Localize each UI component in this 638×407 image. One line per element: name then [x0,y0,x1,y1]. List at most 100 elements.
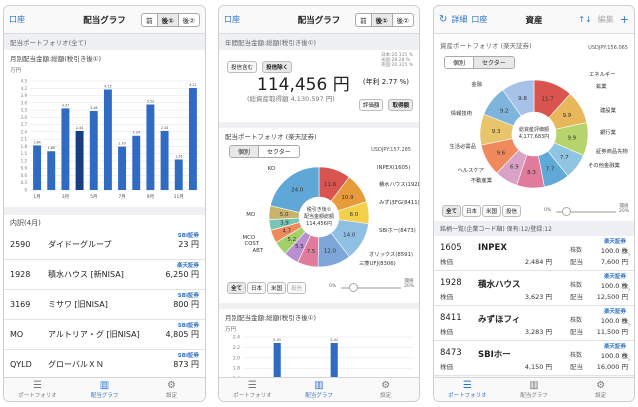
mode-individual[interactable]: 個別 [230,146,259,157]
mode-individual[interactable]: 個別 [453,60,466,67]
tab-portfolio[interactable]: ☰ ポートフォリオ [448,379,487,399]
broker-label: 楽天証券 [603,274,626,280]
pie-label: エネルギー [589,71,616,78]
filter-us[interactable]: 米国 [267,282,287,294]
pie-label: ヘルスケア [458,167,485,174]
mode-sector[interactable]: セクター [258,146,299,157]
filter-all[interactable]: 全て [442,205,462,217]
slice-value: 8.3 [527,170,536,176]
dividend-row[interactable]: 楽天証券 1928 積水ハウス [新NISA] 6,250 円 [4,260,205,290]
bar[interactable] [174,159,183,190]
stock-code: 3169 [10,300,31,309]
pie-slice[interactable] [502,79,535,117]
gear-icon: ⚙ [167,379,176,391]
sort-icon[interactable]: ↑↓ [578,15,592,24]
seg-before[interactable]: 前 [360,16,367,25]
portfolio-pie-card: 配当ポートフォリオ (楽天証券) 個別 セクター USDJPY:157.285 … [219,128,419,303]
bar[interactable] [61,108,70,190]
tab-settings[interactable]: ⚙ 設定 [380,379,392,399]
stock-row[interactable]: 楽天証券 8411 みずほフィ 株数 100.0 株 株価 3,283 円 配当… [434,306,634,341]
stock-list: 楽天証券 1605 INPEX 株数 100.0 株 株価 2,484 円 配当… [434,236,634,376]
stock-list-title: 銘柄一覧(企業コード順) 保有:12/登録:12 [434,221,634,236]
price-label: 株価 [440,258,453,266]
add-icon[interactable]: + [619,13,629,26]
chip-exclude-funds[interactable]: 投信除く [262,61,293,73]
seg-after-2[interactable]: 後② [391,13,413,26]
bar[interactable] [75,130,84,190]
back-button[interactable]: 口座 [9,15,25,24]
dividend-row[interactable]: SBI証券 3169 ミサワ [旧NISA] 800 円 [4,290,205,320]
filter-japan[interactable]: 日本 [247,282,267,294]
data-label: 2.41 [273,338,281,342]
x-tick-label: 11月 [174,194,184,200]
div-value: 12,500 円 [596,293,628,301]
stock-row[interactable]: 楽天証券 1605 INPEX 株数 100.0 株 株価 2,484 円 配当… [434,236,634,271]
stock-code: 1928 [10,270,31,279]
slice-value: 5.0 [280,212,289,218]
bar[interactable] [47,151,56,190]
filter-us[interactable]: 米国 [482,205,502,217]
tab-dividend-graph[interactable]: ▥ 配当グラフ [90,379,119,399]
pie-slice[interactable] [269,166,320,213]
dividend-amount: 800 円 [173,300,199,309]
threshold-slider[interactable] [556,207,616,216]
filter-funds[interactable]: 投信 [502,205,522,217]
seg-after-1[interactable]: 後① [370,13,392,26]
detail-button[interactable]: 詳細 [451,15,468,24]
tab-settings[interactable]: ⚙ 設定 [595,379,607,399]
y-tick-label: 2.7 [21,122,28,127]
bar[interactable] [146,104,155,190]
fx-rate: USDJPY:157.285 [371,147,411,153]
threshold-slider[interactable] [341,283,401,292]
stock-row[interactable]: 楽天証券 8473 SBIホー 株数 100.0 株 株価 4,150 円 配当… [434,341,634,376]
chip-include-funds[interactable]: 投信含む [227,61,258,73]
bar[interactable] [33,145,42,190]
edit-button[interactable]: 編集 [597,15,614,24]
tab-portfolio[interactable]: ☰ ポートフォリオ [233,379,272,399]
dividend-row[interactable]: SBI証券 QYLD グローバルＸＮ 873 円 [4,350,205,380]
bar[interactable] [273,343,281,389]
bar[interactable] [132,135,141,190]
bar[interactable] [118,146,127,190]
bar[interactable] [160,130,169,190]
slice-value: 6.9 [510,165,519,171]
bar[interactable] [188,88,197,190]
filter-japan[interactable]: 日本 [462,205,482,217]
dividend-row[interactable]: SBI証券 2590 ダイドーグループ 23 円 [4,230,205,260]
x-tick-label: 7月 [118,194,125,200]
account-button[interactable]: 口座 [471,15,488,24]
dividend-row[interactable]: SBI証券 MO アルトリア・グ [旧NISA] 4,805 円 [4,320,205,350]
tab-dividend-graph[interactable]: ▥ 配当グラフ [305,379,333,399]
refresh-icon[interactable]: ↻ [439,14,448,25]
slice-value: 5.2 [287,237,296,243]
tab-dividend-graph[interactable]: ▥ 配当グラフ [520,379,548,399]
slice-value: 24.0 [291,188,304,194]
back-button[interactable]: 口座 [224,15,240,24]
seg-after-1[interactable]: 後① [156,13,178,26]
shares-value: 100.0 株 [600,282,628,290]
stock-code: 1605 [440,243,462,253]
sort-valuation[interactable]: 評価額 [358,99,384,111]
filter-funds[interactable]: 投信 [287,282,307,294]
x-tick-label: 3月 [62,194,69,200]
sort-cost[interactable]: 取得額 [388,99,413,111]
seg-before[interactable]: 前 [146,16,153,25]
mode-sector[interactable]: セクター [473,57,514,68]
pie-label: 積水ハウス(1928) [379,180,419,188]
tab-portfolio[interactable]: ☰ ポートフォリオ [18,379,57,399]
bar-chart-icon: ▥ [99,379,110,391]
bar[interactable] [330,343,338,389]
stock-name: グローバルＸＮ [48,360,104,369]
slice-value: 11.6 [324,182,337,188]
tab-settings[interactable]: ⚙ 設定 [165,379,177,399]
dividend-amount: 23 円 [178,240,199,249]
pie-label: 証券商品先物 [596,147,628,155]
bar[interactable] [89,111,98,190]
seg-after-2[interactable]: 後② [177,13,199,26]
tax-segment: 前 後① 後② [141,12,200,27]
bar[interactable] [103,89,112,190]
broker-label: 楽天証券 [176,263,199,269]
stock-row[interactable]: 楽天証券 1928 積水ハウス 株数 100.0 株 株価 3,623 円 配当… [434,271,634,306]
filter-all[interactable]: 全て [227,282,247,294]
slice-value: 9.2 [500,109,509,115]
